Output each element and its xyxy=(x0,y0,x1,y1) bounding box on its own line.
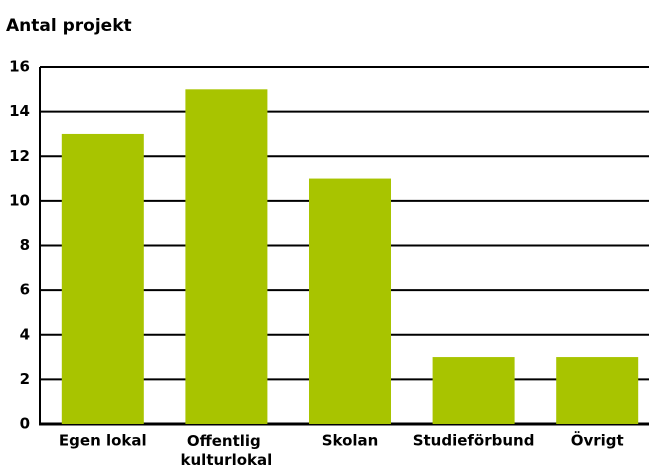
y-tick-label: 6 xyxy=(20,281,30,299)
x-tick-label: Studieförbund xyxy=(413,432,535,450)
x-tick-label: Offentlig kulturlokal xyxy=(181,432,273,469)
chart-title: Antal projekt xyxy=(6,16,132,36)
y-tick-label: 4 xyxy=(20,325,30,343)
x-tick-label: Egen lokal xyxy=(59,432,147,450)
y-tick-label: 16 xyxy=(9,58,30,76)
y-tick-label: 14 xyxy=(9,102,30,120)
x-tick-label: Skolan xyxy=(322,432,379,450)
y-tick-label: 8 xyxy=(20,236,30,254)
x-tick-label: Övrigt xyxy=(571,431,624,450)
bar xyxy=(185,89,268,424)
bar xyxy=(61,133,144,424)
y-tick-label: 2 xyxy=(20,370,30,388)
bar xyxy=(309,178,391,424)
y-tick-label: 0 xyxy=(20,415,30,433)
y-tick-label: 12 xyxy=(9,147,30,165)
y-tick-label: 10 xyxy=(9,191,30,209)
bar xyxy=(556,357,639,424)
bar xyxy=(432,357,515,424)
